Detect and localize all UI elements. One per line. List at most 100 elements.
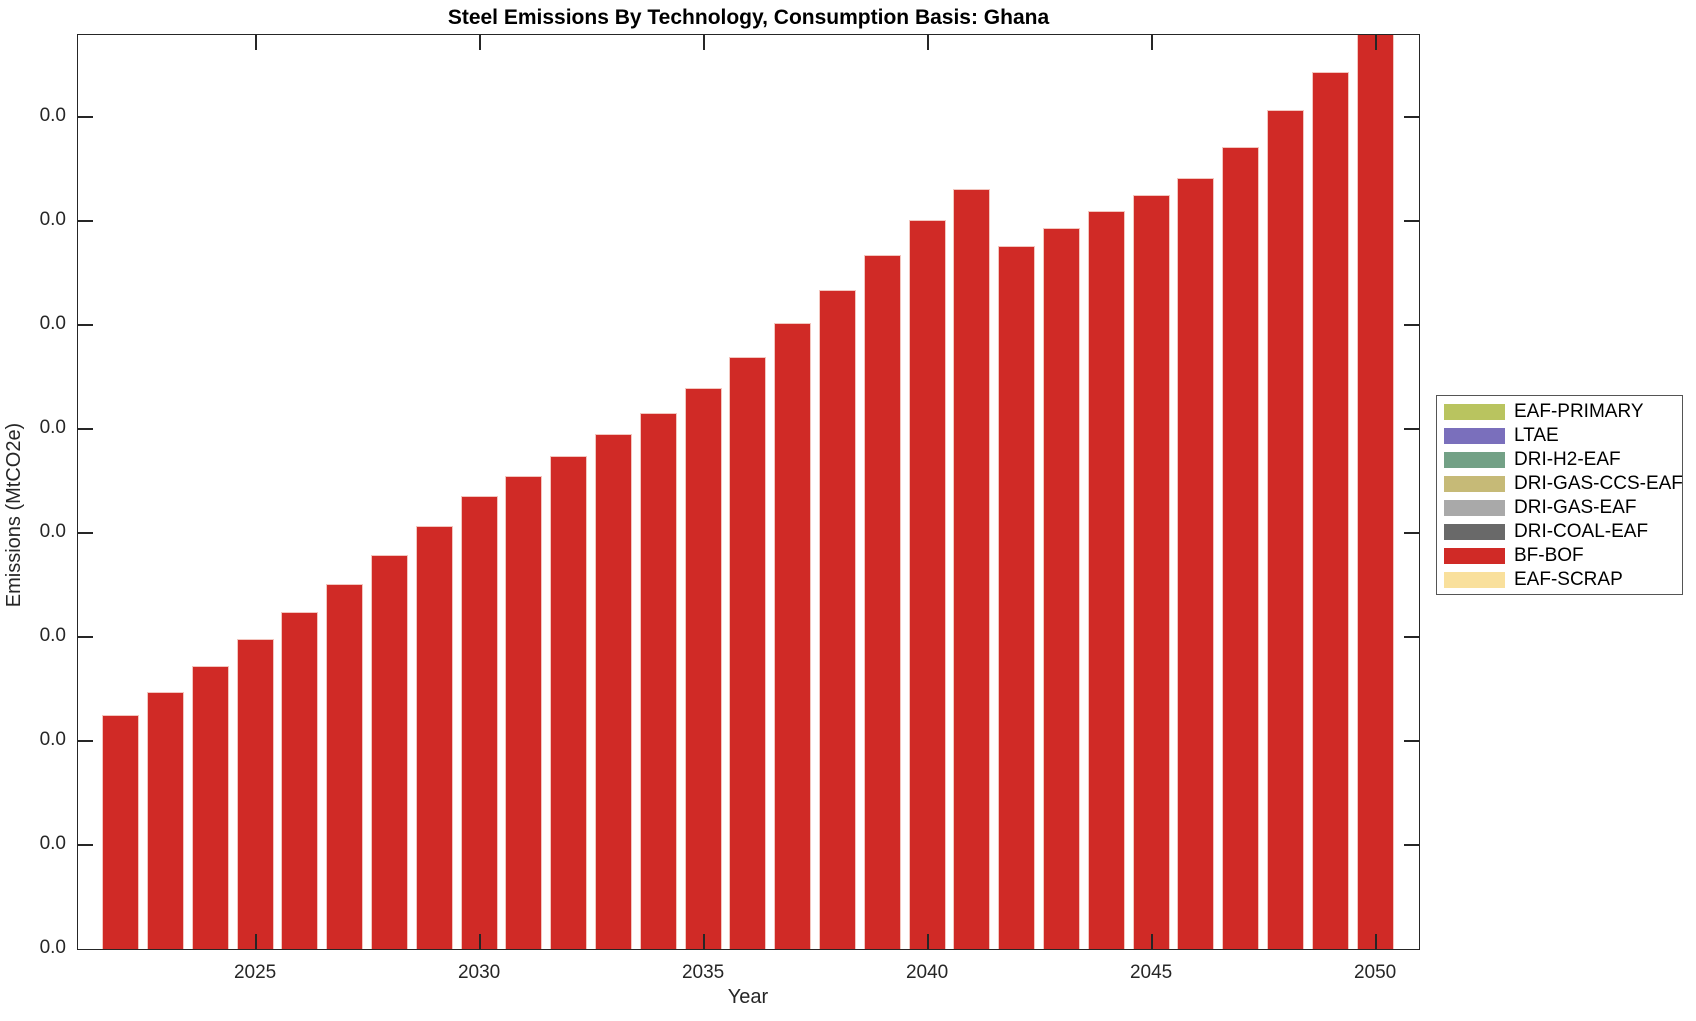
x-tick-mark xyxy=(479,934,481,949)
legend-label: EAF-PRIMARY xyxy=(1514,401,1644,422)
bar-2022 xyxy=(102,715,140,949)
y-tick-mark xyxy=(78,532,93,534)
bar-2047 xyxy=(1222,147,1260,949)
bar-2023 xyxy=(147,692,184,949)
y-tick-label: 0.0 xyxy=(39,833,66,854)
x-tick-label: 2035 xyxy=(681,962,725,983)
legend-row-dri-h2-eaf: DRI-H2-EAF xyxy=(1444,448,1682,472)
y-tick-mark xyxy=(78,740,93,742)
x-tick-mark xyxy=(255,934,257,949)
x-tick-label: 2045 xyxy=(1129,962,1173,983)
x-tick-label: 2025 xyxy=(233,962,277,983)
legend-row-dri-gas-ccs-eaf: DRI-GAS-CCS-EAF xyxy=(1444,472,1683,496)
y-tick-mark xyxy=(1404,740,1419,742)
bar-2045 xyxy=(1132,195,1170,949)
bar-2037 xyxy=(774,323,812,949)
bar-2024 xyxy=(191,666,229,949)
bar-2048 xyxy=(1267,110,1304,949)
bar-2033 xyxy=(595,434,632,949)
x-tick-mark xyxy=(1375,35,1377,50)
legend-swatch-ltae xyxy=(1444,428,1505,444)
legend-label: DRI-GAS-CCS-EAF xyxy=(1514,473,1683,494)
x-tick-mark xyxy=(1151,934,1153,949)
legend-swatch-eaf-scrap xyxy=(1444,572,1505,588)
bar-2039 xyxy=(863,255,901,949)
legend-label: EAF-SCRAP xyxy=(1514,569,1623,590)
y-tick-mark xyxy=(78,844,93,846)
bar-2046 xyxy=(1177,178,1215,949)
y-tick-mark xyxy=(78,428,93,430)
x-tick-label: 2040 xyxy=(905,962,949,983)
legend-swatch-dri-coal-eaf xyxy=(1444,524,1505,540)
y-tick-mark xyxy=(1404,636,1419,638)
x-tick-mark xyxy=(927,35,929,50)
legend-swatch-dri-gas-eaf xyxy=(1444,500,1505,516)
x-tick-mark xyxy=(1151,35,1153,50)
y-tick-mark xyxy=(1404,324,1419,326)
bar-2026 xyxy=(281,612,319,949)
bar-2049 xyxy=(1311,72,1349,949)
bar-2036 xyxy=(729,357,767,949)
bar-2043 xyxy=(1043,228,1080,949)
legend-row-eaf-primary: EAF-PRIMARY xyxy=(1444,400,1682,424)
bar-2025 xyxy=(236,639,274,949)
legend-label: BF-BOF xyxy=(1514,545,1584,566)
y-tick-label: 0.0 xyxy=(39,313,66,334)
bar-2031 xyxy=(505,476,543,949)
y-tick-label: 0.0 xyxy=(39,625,66,646)
x-tick-mark xyxy=(479,35,481,50)
y-tick-mark xyxy=(1404,220,1419,222)
y-tick-mark xyxy=(1404,844,1419,846)
bar-2028 xyxy=(371,555,408,949)
bar-2038 xyxy=(819,290,856,949)
legend-row-eaf-scrap: EAF-SCRAP xyxy=(1444,568,1682,592)
y-tick-label: 0.0 xyxy=(39,729,66,750)
y-tick-mark xyxy=(1404,116,1419,118)
legend-swatch-dri-h2-eaf xyxy=(1444,452,1505,468)
bar-2040 xyxy=(908,220,946,949)
legend-label: DRI-COAL-EAF xyxy=(1514,521,1649,542)
x-tick-label: 2030 xyxy=(457,962,501,983)
legend-swatch-bf-bof xyxy=(1444,548,1505,564)
chart-title: Steel Emissions By Technology, Consumpti… xyxy=(447,6,1050,29)
y-tick-label: 0.0 xyxy=(39,105,66,126)
plot-area xyxy=(77,34,1420,950)
bar-2042 xyxy=(998,246,1036,949)
y-tick-mark xyxy=(78,636,93,638)
y-tick-mark xyxy=(1404,532,1419,534)
legend-label: DRI-H2-EAF xyxy=(1514,449,1621,470)
bar-2034 xyxy=(639,413,677,949)
x-axis-label: Year xyxy=(727,986,769,1008)
bar-2035 xyxy=(684,388,722,949)
x-tick-mark xyxy=(1375,934,1377,949)
legend-row-dri-gas-eaf: DRI-GAS-EAF xyxy=(1444,496,1682,520)
x-tick-label: 2050 xyxy=(1353,962,1397,983)
y-tick-mark xyxy=(1404,428,1419,430)
y-tick-label: 0.0 xyxy=(39,521,66,542)
legend-row-dri-coal-eaf: DRI-COAL-EAF xyxy=(1444,520,1682,544)
bar-2041 xyxy=(953,189,991,949)
bar-2032 xyxy=(550,456,588,949)
y-tick-mark xyxy=(78,324,93,326)
y-tick-mark xyxy=(78,116,93,118)
y-tick-mark xyxy=(78,220,93,222)
y-tick-label: 0.0 xyxy=(39,937,66,958)
y-tick-label: 0.0 xyxy=(39,417,66,438)
bar-2030 xyxy=(460,496,498,949)
legend-swatch-dri-gas-ccs-eaf xyxy=(1444,476,1505,492)
bar-2044 xyxy=(1087,211,1125,949)
x-tick-mark xyxy=(927,934,929,949)
bar-2050 xyxy=(1356,35,1394,949)
legend: EAF-PRIMARY LTAE DRI-H2-EAF DRI-GAS-CCS-EAF… xyxy=(1436,395,1683,595)
legend-swatch-eaf-primary xyxy=(1444,404,1505,420)
x-tick-mark xyxy=(255,35,257,50)
legend-row-bf-bof: BF-BOF xyxy=(1444,544,1682,568)
legend-label: DRI-GAS-EAF xyxy=(1514,497,1637,518)
x-tick-mark xyxy=(703,934,705,949)
y-tick-label: 0.0 xyxy=(39,209,66,230)
legend-row-ltae: LTAE xyxy=(1444,424,1682,448)
x-tick-mark xyxy=(703,35,705,50)
bar-2027 xyxy=(326,584,364,949)
legend-label: LTAE xyxy=(1514,425,1559,446)
